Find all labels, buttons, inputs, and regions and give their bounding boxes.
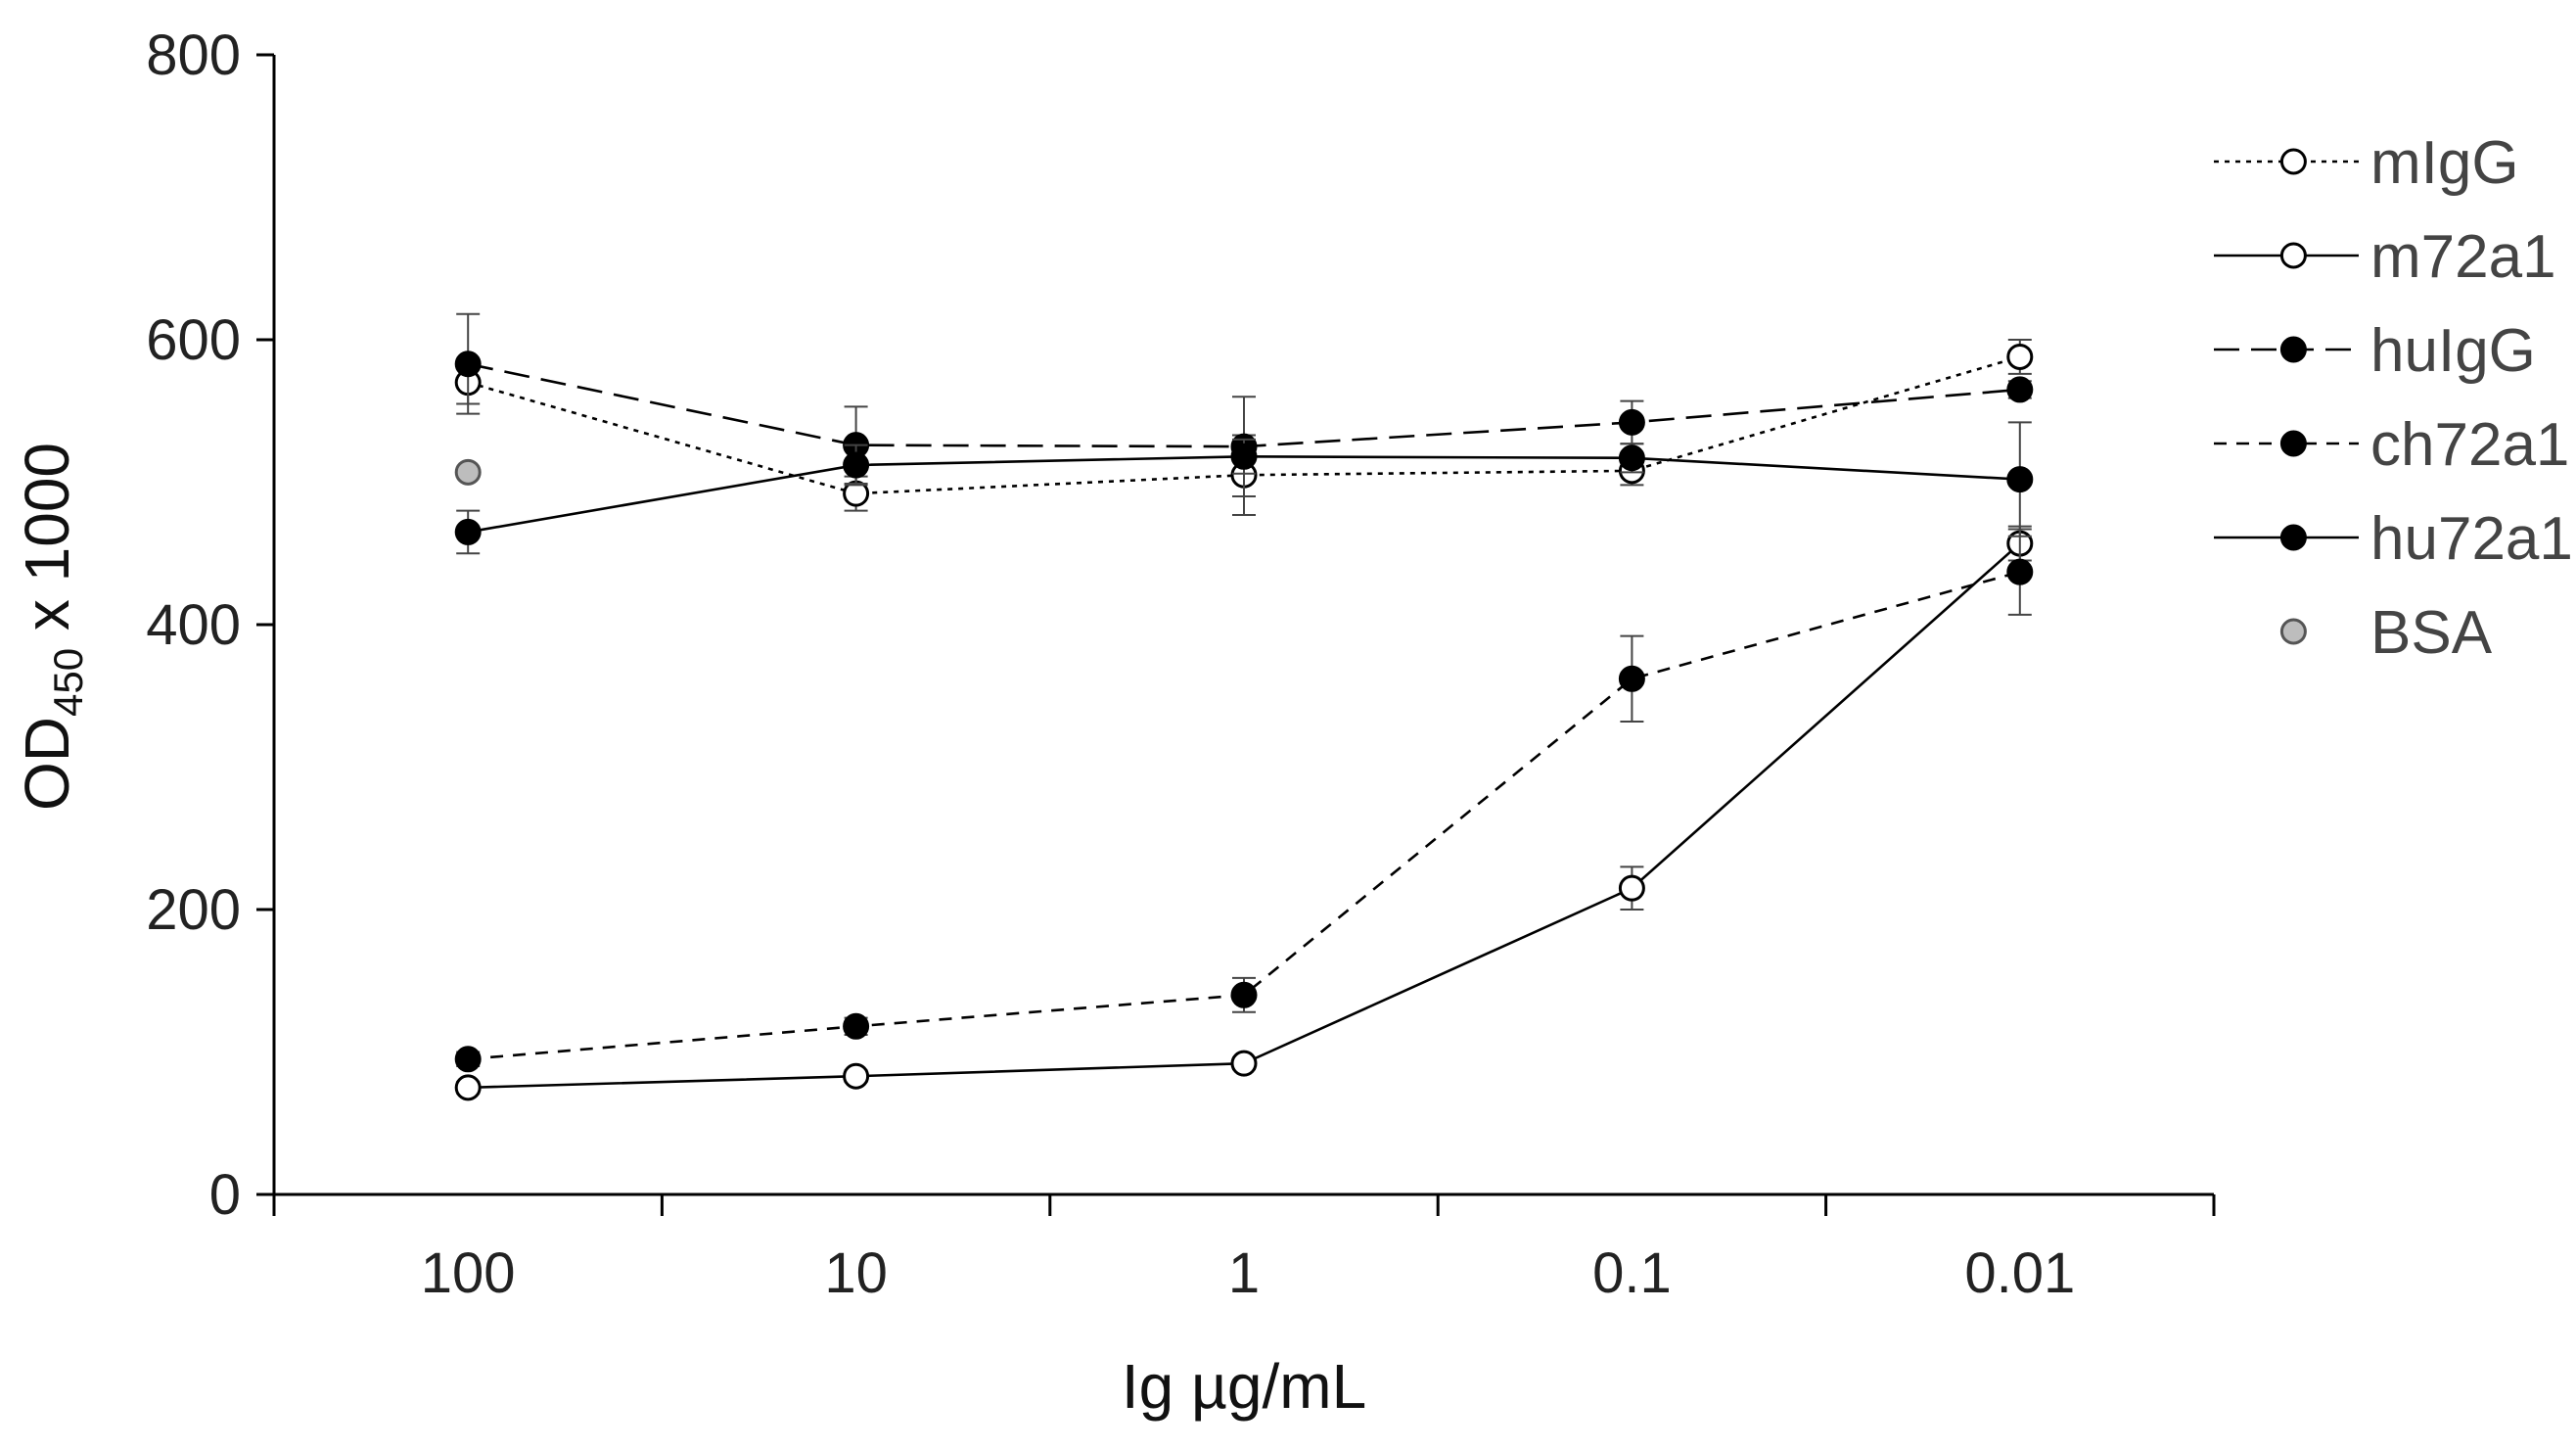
data-point	[1618, 444, 1645, 472]
legend-marker	[2279, 336, 2307, 363]
data-point	[2006, 558, 2034, 585]
data-point	[843, 1012, 870, 1040]
y-tick-label: 400	[146, 593, 241, 657]
legend-marker	[2279, 524, 2307, 551]
data-point	[2006, 376, 2034, 403]
data-point	[1618, 665, 1645, 692]
series-m72a1	[454, 525, 2034, 1101]
series-hu72a1	[454, 421, 2034, 555]
legend-item-mIgG: mIgG	[2214, 129, 2519, 197]
axes	[272, 55, 2214, 1196]
legend-marker	[2279, 618, 2307, 645]
ticks: 0 200 400 600 800 100 10 1 0.1 0.01	[146, 23, 2216, 1305]
y-axis-title-sub: 450	[45, 648, 91, 717]
legend-item-huIgG: huIgG	[2214, 317, 2536, 385]
x-tick-label: 100	[421, 1241, 516, 1305]
data-point	[1618, 874, 1645, 902]
y-axis-title: OD450 x 1000	[12, 443, 91, 811]
legend-marker	[2279, 430, 2307, 457]
x-tick-label: 10	[824, 1241, 888, 1305]
data-point	[454, 458, 482, 486]
legend-label: ch72a1	[2370, 411, 2569, 479]
legend-item-ch72a1: ch72a1	[2214, 411, 2569, 479]
legend-item-BSA: BSA	[2279, 599, 2493, 667]
legend-label: mIgG	[2370, 129, 2519, 197]
data-point	[454, 1074, 482, 1101]
data-point	[1230, 443, 1258, 470]
data-point	[1230, 1050, 1258, 1077]
legend-label: m72a1	[2370, 223, 2556, 291]
legend-label: BSA	[2370, 599, 2493, 667]
y-axis-title-main: OD	[12, 717, 82, 811]
legend-label: hu72a1	[2370, 505, 2573, 573]
data-point	[843, 451, 870, 479]
data-point	[843, 1062, 870, 1090]
legend-label: huIgG	[2370, 317, 2536, 385]
x-tick-label: 0.01	[1964, 1241, 2075, 1305]
y-tick-label: 800	[146, 23, 241, 87]
legend: mIgG m72a1 huIgG ch72a1 hu72a1 BSA	[2214, 129, 2573, 667]
legend-item-hu72a1: hu72a1	[2214, 505, 2573, 573]
data-point	[1618, 408, 1645, 436]
y-tick-label: 600	[146, 308, 241, 372]
data-point	[454, 1046, 482, 1073]
x-tick-label: 0.1	[1592, 1241, 1672, 1305]
series-line	[467, 355, 2021, 495]
series-layer	[454, 312, 2034, 1101]
y-tick-label: 200	[146, 878, 241, 942]
series-line	[468, 570, 2021, 1061]
data-point	[454, 351, 482, 378]
series-ch72a1	[454, 528, 2034, 1073]
data-point	[1230, 981, 1258, 1008]
data-point	[454, 518, 482, 545]
y-axis-title-tail: x 1000	[12, 443, 82, 648]
data-point	[2006, 343, 2034, 370]
series-BSA	[454, 458, 482, 486]
legend-marker	[2279, 148, 2307, 175]
y-tick-label: 0	[209, 1163, 241, 1227]
legend-marker	[2279, 242, 2307, 269]
x-tick-label: 1	[1228, 1241, 1260, 1305]
data-point	[2006, 466, 2034, 493]
legend-item-m72a1: m72a1	[2214, 223, 2556, 291]
x-axis-title: Ig µg/mL	[1122, 1351, 1366, 1422]
